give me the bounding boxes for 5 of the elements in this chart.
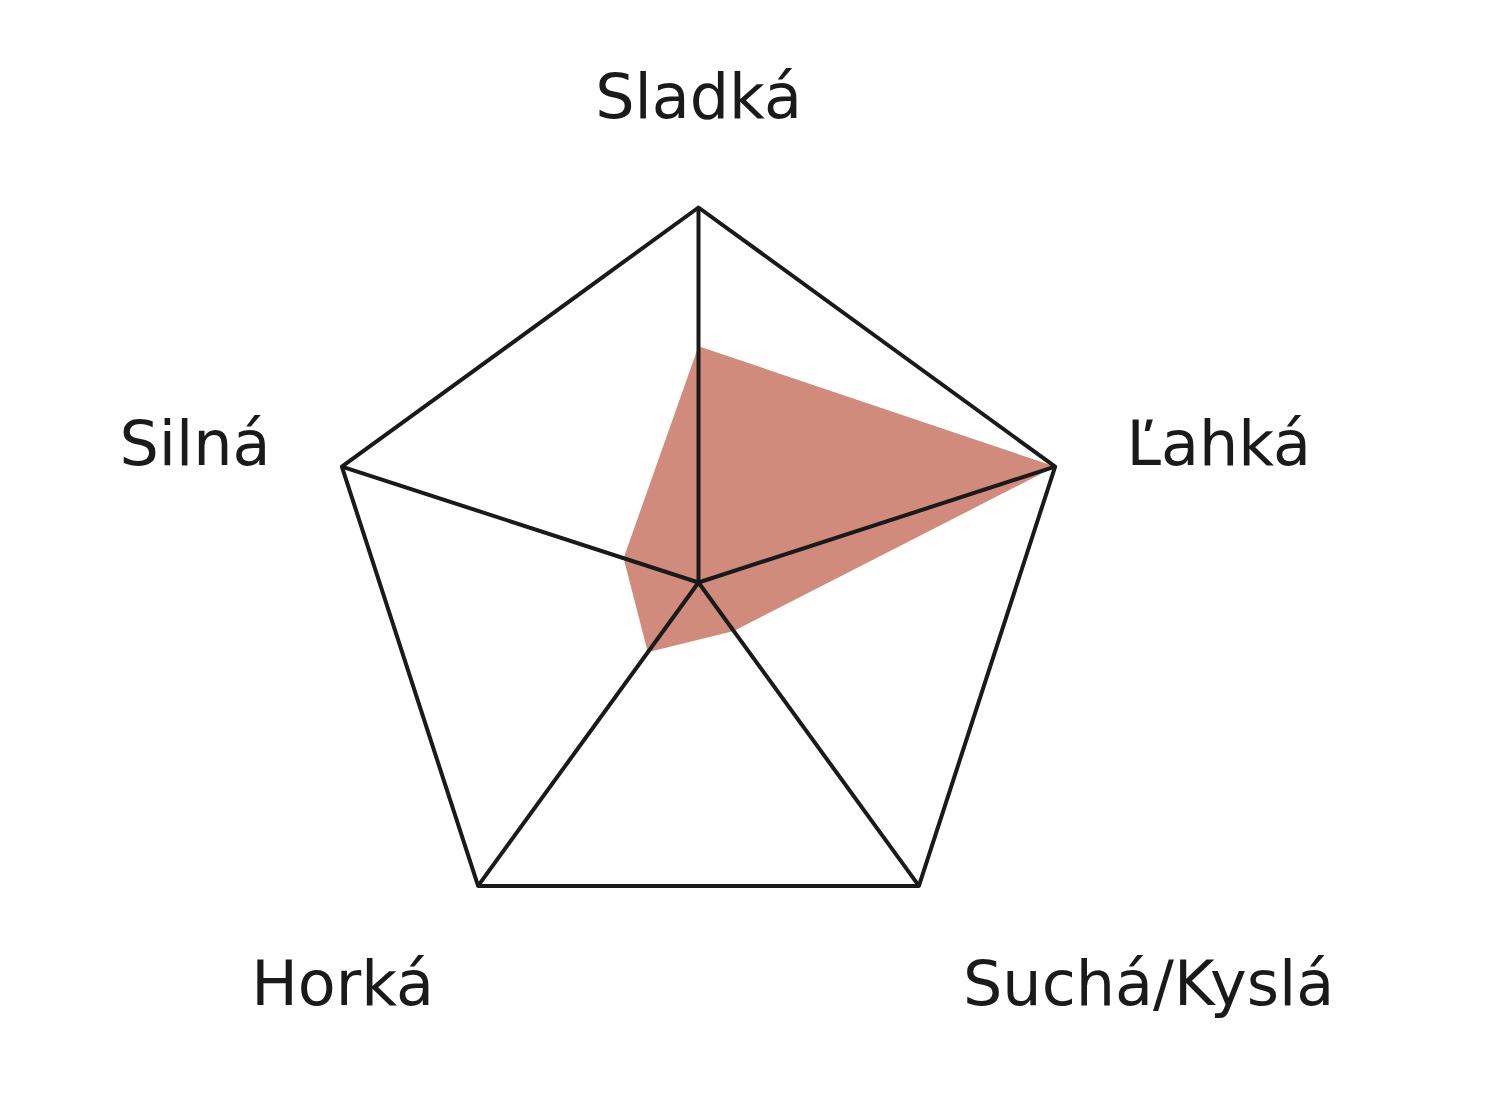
spoke-label: Horká	[251, 946, 434, 1020]
spoke-label: Suchá/Kyslá	[963, 946, 1335, 1020]
spoke-label: Sladká	[595, 59, 802, 133]
spoke-label: Silná	[119, 406, 271, 480]
spoke-label: Ľahká	[1126, 406, 1312, 480]
